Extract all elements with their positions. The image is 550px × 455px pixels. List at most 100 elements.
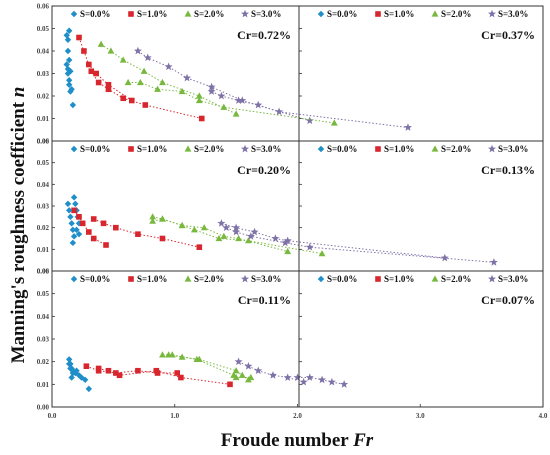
legend-label: S=0.0% (80, 274, 110, 284)
data-point-square (135, 231, 141, 237)
data-point-star (234, 96, 243, 104)
data-point-star (283, 373, 292, 381)
data-point-square (88, 68, 95, 75)
data-point-diamond (65, 207, 73, 214)
data-point-triangle (245, 376, 252, 383)
legend-label: S=0.0% (327, 9, 357, 19)
legend-label: S=2.0% (441, 9, 471, 19)
data-point-diamond (70, 233, 78, 240)
data-point-triangle (215, 234, 223, 242)
data-point-square (174, 370, 181, 376)
data-point-square (116, 372, 123, 379)
y-tick-label: 0.04 (37, 313, 50, 321)
data-point-triangle (245, 237, 252, 244)
panel-6: S=0.0% S=1.0% S=2.0% S=3.0% Cr=0.07% (65, 270, 544, 408)
data-point-diamond (63, 32, 70, 39)
data-point-star (403, 123, 412, 131)
legend-label: S=2.0% (194, 144, 224, 154)
data-point-star (246, 232, 255, 240)
y-tick-label: 0.05 (37, 25, 50, 33)
data-point-diamond (69, 226, 77, 234)
panel-5: 0.00 0.01 0.02 0.03 0.04 0.05 0.06 S=0.0% S=1.0%… (37, 268, 349, 412)
legend-label: S=1.0% (137, 144, 167, 154)
panel-title: Cr=0.07% (481, 293, 535, 307)
data-point-diamond (65, 360, 73, 368)
data-point-square (95, 79, 102, 86)
data-point-star (164, 62, 173, 71)
legend-label: S=3.0% (251, 9, 281, 19)
panel-frame (298, 5, 544, 142)
panel-4: S=0.0% S=1.0% S=2.0% S=3.0% Cr=0.13% (64, 140, 544, 272)
data-point-diamond (68, 220, 75, 227)
data-point-diamond (69, 101, 77, 109)
data-point-triangle (284, 247, 292, 255)
legend-label: S=1.0% (384, 9, 414, 19)
panel-title: Cr=0.13% (481, 163, 535, 177)
panel-2: S=0.0% S=1.0% S=2.0% S=3.0% Cr=0.37% (63, 5, 544, 142)
data-point-square (196, 244, 203, 250)
data-point-triangle (235, 234, 242, 242)
data-point-star (183, 73, 192, 82)
data-point-star (232, 223, 241, 232)
legend-marker-triangle (431, 275, 439, 282)
data-point-diamond (64, 36, 72, 43)
data-point-diamond (78, 374, 85, 381)
data-point-star (283, 236, 292, 245)
data-point-triangle (232, 110, 240, 117)
x-tick-label: 0.0 (48, 412, 57, 420)
data-point-star (238, 96, 247, 104)
data-point-triangle (232, 373, 240, 381)
y-tick-label: 0.01 (37, 246, 50, 254)
data-point-triangle (159, 351, 166, 358)
legend-marker-square (375, 11, 381, 17)
data-point-square (159, 235, 166, 242)
data-point-star (232, 227, 241, 236)
y-tick-label: 0.05 (37, 159, 50, 167)
y-tick-label: 0.03 (37, 70, 50, 78)
y-tick-label: 0.02 (37, 93, 50, 101)
data-point-star (268, 371, 277, 379)
legend-marker-triangle (431, 10, 439, 17)
y-tick-label: 0.06 (37, 268, 50, 276)
y-axis-title-italic: n (8, 87, 29, 98)
legend-label: S=0.0% (80, 144, 110, 154)
panel-title: Cr=0.72% (237, 28, 291, 42)
data-point-triangle (107, 47, 115, 54)
legend-label: S=3.0% (498, 274, 528, 284)
data-point-square (113, 224, 119, 231)
data-point-star (327, 377, 336, 386)
data-point-diamond (75, 230, 83, 238)
legend-marker-star (488, 9, 496, 18)
legend-label: S=3.0% (251, 144, 281, 154)
data-point-square (86, 229, 92, 235)
data-point-triangle (154, 85, 161, 92)
x-tick-label: 3.0 (416, 412, 425, 420)
panel-title: Cr=0.11% (238, 293, 291, 307)
legend-label: S=2.0% (441, 144, 471, 154)
data-point-diamond (64, 200, 72, 208)
data-point-diamond (75, 372, 83, 379)
data-point-square (90, 235, 97, 242)
data-point-triangle (165, 351, 173, 358)
data-point-star (133, 46, 142, 55)
data-point-triangle (97, 40, 105, 47)
legend-marker-square (128, 276, 134, 282)
data-point-triangle (178, 87, 186, 95)
data-point-square (154, 370, 161, 376)
data-point-square (76, 214, 82, 220)
data-point-triangle (330, 119, 338, 126)
data-point-triangle (195, 96, 203, 104)
legend-marker-star (488, 274, 496, 283)
legend-label: S=3.0% (498, 144, 528, 154)
legend-label: S=3.0% (498, 9, 528, 19)
legend-label: S=1.0% (137, 274, 167, 284)
data-point-star (271, 234, 280, 242)
y-tick-label: 0.04 (37, 181, 50, 189)
data-point-triangle (220, 232, 228, 239)
data-point-star (222, 223, 231, 232)
x-tick-label: 4.0 (539, 412, 548, 420)
data-point-square (103, 242, 109, 248)
legend-marker-triangle (184, 10, 192, 17)
data-point-diamond (65, 356, 73, 363)
